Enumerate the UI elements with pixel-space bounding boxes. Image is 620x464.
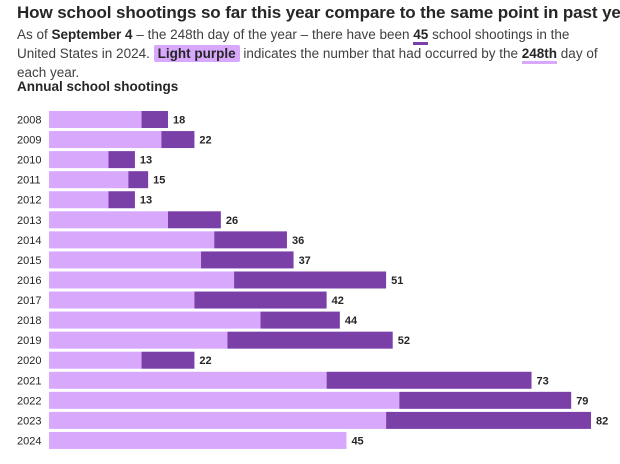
bar-dark-2020: [141, 351, 195, 369]
value-label-2023: 82: [596, 415, 608, 427]
bar-light-2022: [49, 391, 400, 409]
year-label-2017: 2017: [17, 295, 41, 307]
subtitle-text-3: school shootings in the United States in…: [17, 27, 570, 61]
value-label-2017: 42: [332, 295, 344, 307]
subtitle-text-1: As of: [17, 27, 52, 42]
value-label-2010: 13: [140, 155, 152, 167]
bar-light-2012: [49, 191, 109, 209]
value-label-2024: 45: [351, 435, 363, 447]
bar-dark-2023: [386, 411, 592, 429]
subtitle-text-4: indicates the number that had occurred b…: [239, 46, 522, 61]
year-label-2018: 2018: [17, 315, 41, 327]
bar-light-2023: [49, 411, 387, 429]
bar-dark-2016: [234, 271, 387, 289]
year-label-2009: 2009: [17, 135, 41, 147]
bar-light-2011: [49, 171, 129, 189]
bar-light-2008: [49, 111, 142, 128]
bar-light-2017: [49, 291, 195, 309]
year-label-2023: 2023: [17, 415, 41, 427]
bar-light-2015: [49, 251, 202, 269]
subtitle-date: September 4: [51, 27, 133, 42]
bar-dark-2012: [108, 191, 135, 209]
year-label-2024: 2024: [17, 435, 41, 447]
bar-light-2020: [49, 351, 142, 369]
value-label-2011: 15: [153, 175, 165, 187]
subtitle-count: 45: [413, 27, 429, 45]
value-label-2013: 26: [226, 215, 238, 227]
value-label-2016: 51: [391, 275, 403, 287]
subtitle-text-5: day of each year.: [17, 46, 598, 80]
bar-dark-2014: [214, 231, 287, 249]
bar-light-2009: [49, 131, 162, 149]
value-label-2019: 52: [398, 335, 410, 347]
value-label-2008: 18: [173, 115, 185, 127]
year-label-2021: 2021: [17, 375, 41, 387]
year-label-2011: 2011: [17, 175, 41, 187]
year-label-2010: 2010: [17, 155, 41, 167]
year-label-2008: 2008: [17, 115, 41, 127]
bar-light-2024: [49, 431, 347, 449]
year-label-2016: 2016: [17, 275, 41, 287]
year-label-2012: 2012: [17, 195, 41, 207]
year-label-2015: 2015: [17, 255, 41, 267]
year-label-2020: 2020: [17, 355, 41, 367]
year-label-2022: 2022: [17, 395, 41, 407]
bar-dark-2018: [260, 311, 340, 329]
bar-light-2016: [49, 271, 235, 289]
subtitle-light-purple-key: Light purple: [153, 45, 240, 62]
value-label-2012: 13: [140, 195, 152, 207]
bar-light-2013: [49, 211, 168, 229]
chart-title: Annual school shootings: [17, 79, 179, 94]
value-label-2014: 36: [292, 235, 304, 247]
bar-dark-2013: [167, 211, 221, 229]
year-label-2019: 2019: [17, 335, 41, 347]
bar-dark-2010: [108, 151, 135, 169]
bar-light-2018: [49, 311, 261, 329]
bar-dark-2021: [326, 371, 532, 389]
value-label-2020: 22: [199, 355, 211, 367]
bar-dark-2019: [227, 331, 393, 349]
bar-light-2010: [49, 151, 109, 169]
value-label-2009: 22: [199, 135, 211, 147]
subtitle-day: 248th: [521, 46, 558, 64]
bar-light-2021: [49, 371, 327, 389]
value-label-2015: 37: [299, 255, 311, 267]
bar-dark-2015: [201, 251, 294, 269]
bar-dark-2008: [141, 111, 168, 128]
bar-dark-2017: [194, 291, 327, 309]
value-label-2022: 79: [576, 395, 588, 407]
bar-dark-2009: [161, 131, 195, 149]
year-label-2014: 2014: [17, 235, 41, 247]
bar-dark-2022: [399, 391, 572, 409]
bar-dark-2011: [128, 171, 149, 189]
value-label-2021: 73: [537, 375, 549, 387]
bar-light-2014: [49, 231, 215, 249]
year-label-2013: 2013: [17, 215, 41, 227]
subtitle-text-2: – the 248th day of the year – there have…: [132, 27, 414, 42]
page-title: How school shootings so far this year co…: [17, 3, 620, 22]
value-label-2018: 44: [345, 315, 358, 327]
page-subtitle: As of September 4 – the 248th day of the…: [17, 25, 612, 82]
bar-light-2019: [49, 331, 228, 349]
